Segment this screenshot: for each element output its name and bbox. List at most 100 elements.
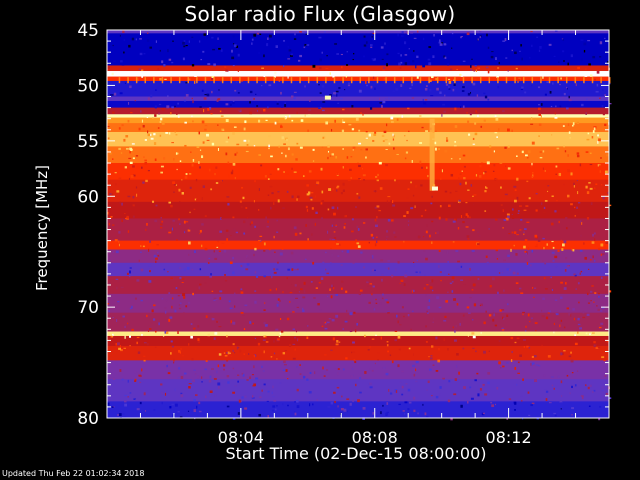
texture-pixel: [141, 333, 143, 336]
texture-pixel: [413, 37, 417, 39]
texture-pixel: [144, 139, 147, 141]
texture-pixel: [425, 325, 427, 328]
texture-pixel: [371, 268, 375, 272]
texture-pixel: [525, 205, 529, 207]
texture-pixel: [308, 391, 312, 394]
texture-pixel: [426, 389, 428, 391]
texture-pixel: [152, 116, 154, 119]
texture-pixel: [199, 166, 201, 169]
texture-pixel: [299, 373, 302, 375]
texture-pixel: [563, 183, 566, 186]
texture-pixel: [280, 125, 283, 128]
texture-pixel: [543, 277, 546, 280]
texture-pixel: [107, 66, 110, 69]
texture-pixel: [334, 92, 337, 95]
texture-pixel: [435, 232, 437, 234]
frequency-band: [107, 335, 609, 347]
texture-pixel: [475, 110, 477, 114]
texture-pixel: [287, 46, 289, 48]
texture-pixel: [376, 216, 378, 219]
texture-pixel: [471, 58, 473, 60]
texture-pixel: [426, 284, 429, 286]
texture-pixel: [335, 156, 338, 159]
texture-pixel: [403, 240, 405, 243]
texture-pixel: [117, 414, 120, 416]
texture-pixel: [338, 341, 341, 343]
texture-pixel: [254, 337, 257, 340]
texture-pixel: [542, 76, 544, 79]
texture-pixel: [594, 187, 596, 189]
texture-pixel: [595, 347, 599, 349]
texture-pixel: [514, 366, 517, 370]
texture-pixel: [455, 190, 458, 192]
texture-pixel: [596, 71, 600, 74]
texture-pixel: [198, 161, 200, 164]
texture-pixel: [479, 305, 481, 307]
texture-pixel: [349, 402, 352, 406]
texture-pixel: [527, 150, 531, 154]
texture-pixel: [602, 113, 605, 116]
texture-pixel: [155, 110, 157, 113]
texture-pixel: [166, 105, 170, 109]
texture-pixel: [201, 223, 204, 226]
texture-pixel: [262, 370, 265, 372]
texture-pixel: [432, 55, 435, 59]
texture-pixel: [477, 231, 480, 233]
texture-pixel: [263, 335, 267, 338]
texture-pixel: [362, 174, 366, 177]
y-tick-label: 55: [77, 132, 99, 152]
texture-pixel: [514, 199, 517, 203]
texture-pixel: [527, 247, 530, 250]
texture-pixel: [124, 213, 126, 215]
texture-pixel: [330, 401, 334, 405]
texture-pixel: [485, 66, 489, 69]
texture-pixel: [374, 224, 378, 228]
texture-pixel: [327, 208, 330, 211]
texture-pixel: [598, 292, 600, 295]
texture-pixel: [371, 369, 374, 372]
texture-pixel: [551, 134, 553, 136]
texture-pixel: [439, 43, 443, 46]
texture-pixel: [342, 108, 345, 111]
texture-pixel: [492, 318, 495, 322]
texture-pixel: [572, 308, 575, 311]
texture-pixel: [488, 228, 490, 230]
texture-pixel: [599, 97, 601, 99]
texture-pixel: [366, 281, 369, 284]
spectrogram-plot-area: [107, 30, 612, 421]
texture-pixel: [280, 105, 283, 108]
texture-pixel: [520, 292, 524, 294]
texture-pixel: [337, 255, 340, 257]
texture-pixel: [187, 78, 191, 81]
texture-pixel: [183, 45, 186, 48]
texture-pixel: [536, 36, 539, 38]
texture-pixel: [492, 310, 494, 313]
texture-pixel: [413, 396, 416, 400]
texture-pixel: [351, 351, 353, 354]
texture-pixel: [431, 241, 433, 244]
texture-pixel: [254, 180, 257, 183]
texture-pixel: [354, 360, 357, 364]
texture-pixel: [263, 54, 265, 58]
texture-pixel: [540, 115, 543, 118]
texture-pixel: [299, 146, 303, 149]
texture-pixel: [534, 355, 537, 358]
texture-pixel: [553, 412, 556, 415]
texture-pixel: [167, 372, 171, 375]
texture-pixel: [322, 136, 325, 139]
texture-pixel: [213, 63, 216, 67]
texture-pixel: [447, 399, 451, 403]
texture-pixel: [409, 87, 412, 90]
texture-pixel: [191, 64, 195, 67]
texture-pixel: [333, 231, 336, 233]
texture-pixel: [591, 241, 595, 244]
texture-pixel: [135, 186, 138, 189]
texture-pixel: [560, 402, 563, 404]
texture-pixel: [531, 317, 533, 320]
texture-pixel: [222, 269, 226, 271]
texture-pixel: [127, 379, 129, 383]
texture-pixel: [331, 206, 335, 210]
texture-pixel: [129, 150, 131, 154]
texture-pixel: [240, 311, 244, 314]
